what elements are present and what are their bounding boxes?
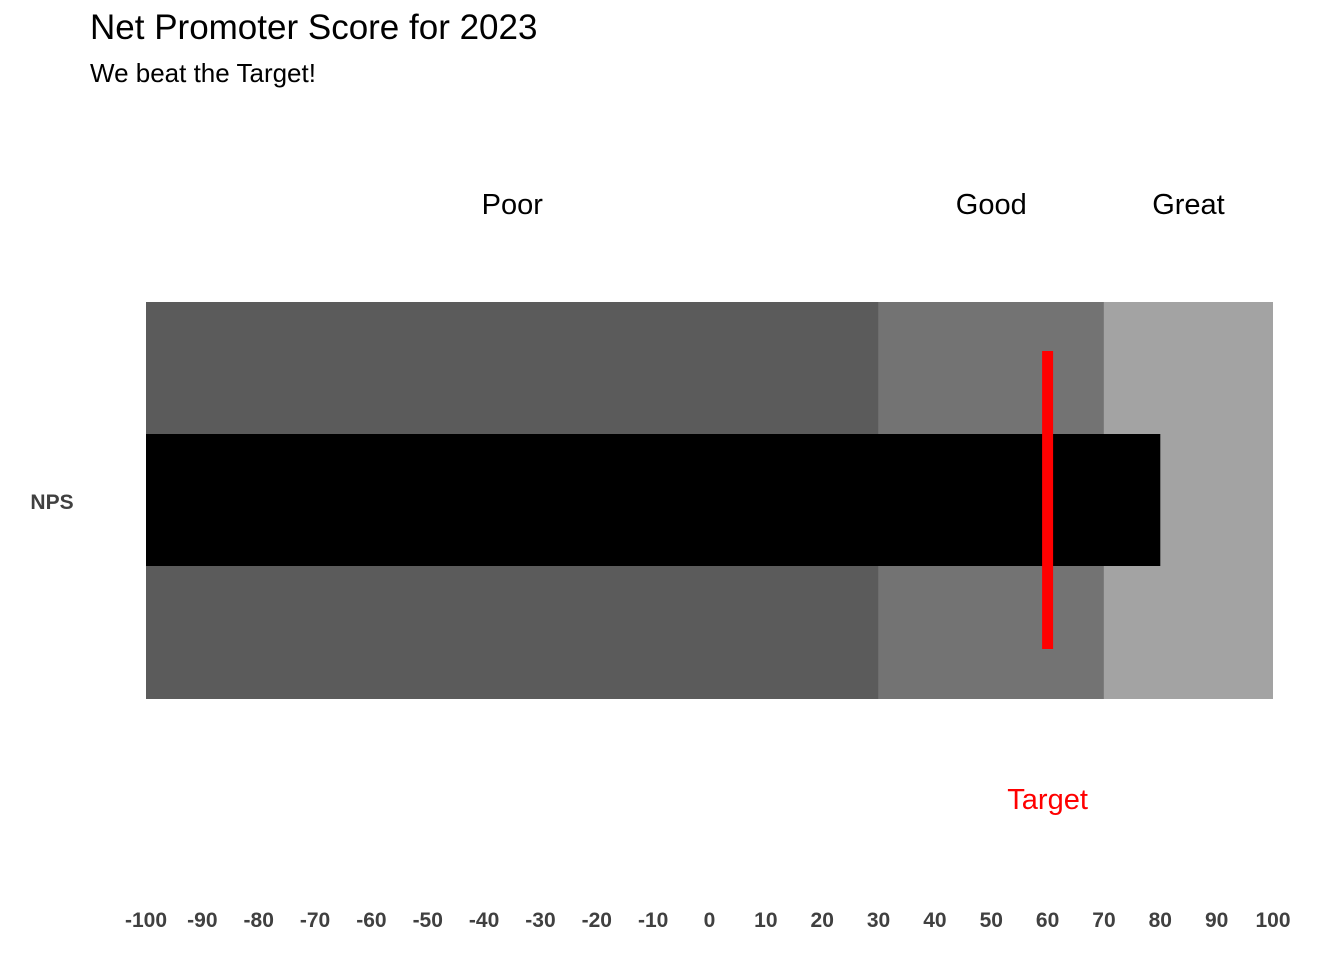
x-tick-label: -50 — [413, 909, 443, 932]
chart-title: Net Promoter Score for 2023 — [90, 8, 538, 47]
x-tick-label: -60 — [356, 909, 386, 932]
x-tick-label: -20 — [582, 909, 612, 932]
range-label-great: Great — [1152, 189, 1225, 221]
chart-subtitle: We beat the Target! — [90, 58, 316, 88]
x-tick-label: 60 — [1036, 909, 1059, 932]
x-tick-label: 0 — [704, 909, 716, 932]
target-label: Target — [1007, 784, 1088, 816]
x-axis-ticks: -100 -90 -80 -70 -60 -50 -40 -30 -20 -10 0 10 20 30 40… — [125, 909, 1291, 932]
x-tick-label: 90 — [1205, 909, 1228, 932]
x-tick-label: -70 — [300, 909, 330, 932]
x-tick-label: -80 — [244, 909, 274, 932]
x-tick-label: 40 — [923, 909, 946, 932]
x-tick-label: -40 — [469, 909, 499, 932]
x-tick-label: 10 — [754, 909, 777, 932]
x-tick-label: -30 — [525, 909, 555, 932]
x-tick-label: 20 — [811, 909, 834, 932]
x-tick-label: -10 — [638, 909, 668, 932]
x-tick-label: 80 — [1149, 909, 1172, 932]
target-marker — [1042, 351, 1054, 649]
x-tick-label: -90 — [187, 909, 217, 932]
range-label-poor: Poor — [482, 189, 544, 221]
x-tick-label: 50 — [980, 909, 1003, 932]
x-tick-label: 30 — [867, 909, 890, 932]
x-tick-label: 70 — [1092, 909, 1115, 932]
target-layer: Target — [1007, 351, 1088, 816]
value-bar-layer — [146, 434, 1161, 566]
x-tick-label: -100 — [125, 909, 167, 932]
x-tick-label: 100 — [1255, 909, 1290, 932]
range-labels: Poor Good Great — [482, 189, 1225, 221]
value-bar — [146, 434, 1161, 566]
range-label-good: Good — [956, 189, 1027, 221]
category-label: NPS — [30, 491, 73, 514]
